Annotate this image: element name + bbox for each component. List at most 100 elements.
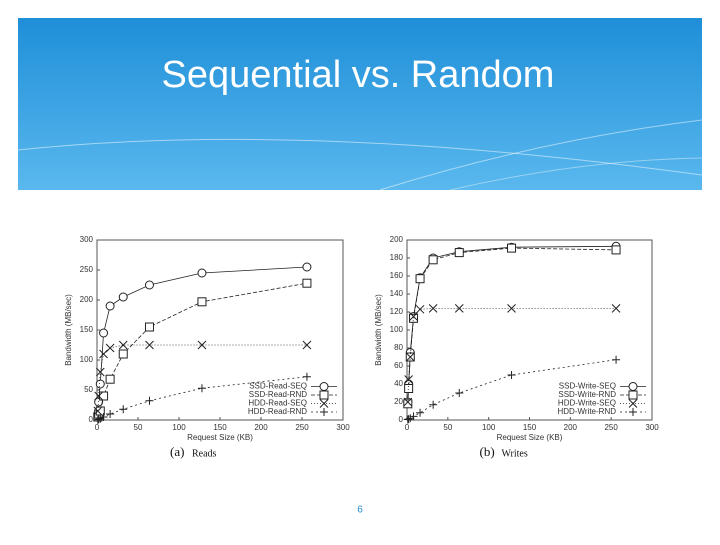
y-tick-label: 140 xyxy=(390,289,404,298)
point xyxy=(118,349,128,359)
y-tick-label: 300 xyxy=(80,235,94,244)
point xyxy=(404,375,413,384)
y-tick-label: 20 xyxy=(394,397,403,406)
y-axis-label: Bandwidth (MB/sec) xyxy=(374,294,383,366)
point xyxy=(403,399,413,409)
point xyxy=(105,343,115,353)
x-axis-label: Request Size (KB) xyxy=(497,433,563,442)
legend-marker xyxy=(319,399,329,408)
point xyxy=(145,396,154,405)
x-tick-label: 100 xyxy=(172,423,186,432)
y-tick-label: 160 xyxy=(390,271,404,280)
point xyxy=(404,384,414,393)
y-tick-label: 180 xyxy=(390,253,404,262)
point xyxy=(416,408,425,417)
legend-marker xyxy=(628,390,638,400)
legend-marker xyxy=(628,382,638,391)
point xyxy=(406,414,415,423)
point xyxy=(302,340,312,350)
point xyxy=(611,304,621,313)
point xyxy=(197,340,207,350)
legend-marker xyxy=(319,382,329,391)
legend-label: SSD-Read-SEQ xyxy=(249,382,307,391)
x-tick-label: 0 xyxy=(405,423,410,432)
page-number: 6 xyxy=(357,505,363,516)
legend-label: HDD-Write-SEQ xyxy=(558,399,616,408)
x-tick-label: 200 xyxy=(254,423,268,432)
y-tick-label: 250 xyxy=(80,265,94,274)
series-line xyxy=(407,247,617,404)
point xyxy=(144,322,154,332)
legend-marker xyxy=(629,408,637,416)
point xyxy=(455,389,464,397)
x-tick-label: 150 xyxy=(523,423,537,432)
legend-label: HDD-Read-SEQ xyxy=(248,399,307,408)
point xyxy=(409,313,419,323)
point xyxy=(99,328,109,338)
point xyxy=(95,367,105,377)
header-wave xyxy=(17,138,703,176)
x-tick-label: 50 xyxy=(443,423,452,432)
y-axis-label: Bandwidth (MB/sec) xyxy=(64,294,73,366)
point xyxy=(94,415,103,424)
y-tick-label: 80 xyxy=(394,343,403,352)
legend-marker xyxy=(320,408,328,416)
legend-marker xyxy=(628,399,638,408)
point xyxy=(93,406,103,416)
point xyxy=(403,397,413,407)
caption-text: Writes xyxy=(502,448,528,459)
slide-title: Sequential vs. Random xyxy=(162,54,555,96)
point xyxy=(302,372,311,381)
point xyxy=(99,391,109,401)
point xyxy=(144,280,154,290)
point xyxy=(507,371,516,379)
x-tick-label: 0 xyxy=(95,423,100,432)
point xyxy=(94,391,103,401)
point xyxy=(409,412,418,421)
legend-marker xyxy=(319,390,329,400)
point xyxy=(415,304,425,314)
x-tick-label: 300 xyxy=(336,423,350,432)
header-wave xyxy=(379,119,703,191)
y-tick-label: 50 xyxy=(84,385,93,394)
y-tick-label: 200 xyxy=(390,235,404,244)
point xyxy=(405,352,415,362)
header-wave xyxy=(449,157,703,191)
y-tick-label: 100 xyxy=(80,355,94,364)
x-tick-label: 250 xyxy=(604,423,618,432)
legend-label: HDD-Read-RND xyxy=(248,407,307,416)
point xyxy=(105,301,115,311)
x-tick-label: 200 xyxy=(564,423,578,432)
point xyxy=(197,268,207,278)
point xyxy=(409,312,418,321)
point xyxy=(429,400,438,409)
point xyxy=(454,248,464,258)
x-tick-label: 50 xyxy=(134,423,143,432)
x-tick-label: 150 xyxy=(213,423,227,432)
point xyxy=(611,245,621,255)
y-tick-label: 40 xyxy=(394,379,403,388)
caption-text: Reads xyxy=(192,448,217,459)
point xyxy=(118,292,128,302)
point xyxy=(118,340,128,350)
point xyxy=(95,379,105,389)
point xyxy=(302,278,312,288)
point xyxy=(99,413,108,421)
x-tick-label: 250 xyxy=(295,423,309,432)
point xyxy=(105,374,115,384)
legend-label: SSD-Write-RND xyxy=(558,390,616,399)
point xyxy=(454,304,464,313)
point xyxy=(404,415,413,424)
point xyxy=(507,304,516,313)
series-line xyxy=(407,308,617,403)
point xyxy=(302,262,312,272)
x-tick-label: 100 xyxy=(482,423,496,432)
y-tick-label: 0 xyxy=(89,415,94,424)
point xyxy=(145,340,154,350)
caption: (a) xyxy=(170,444,184,459)
point xyxy=(428,304,438,313)
caption: (b) xyxy=(480,444,495,459)
point xyxy=(415,274,425,284)
